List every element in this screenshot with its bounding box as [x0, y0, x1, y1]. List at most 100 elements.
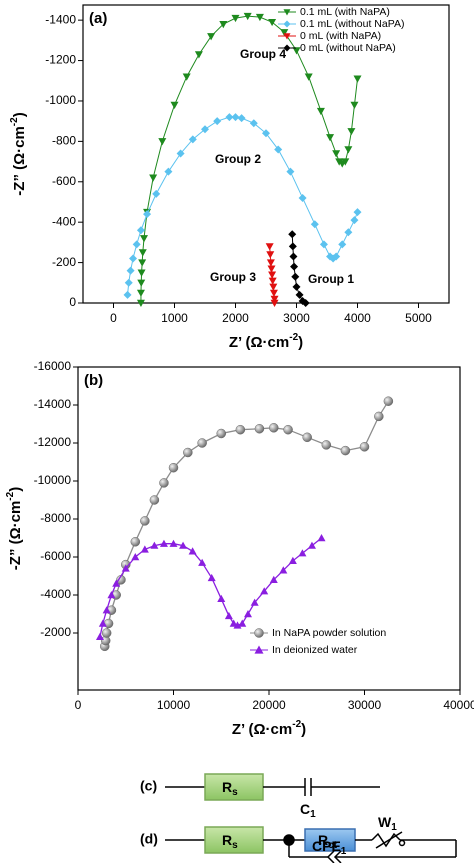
marker — [254, 628, 264, 638]
y-tick-label: -1400 — [45, 12, 76, 26]
marker — [344, 146, 353, 154]
x-tick-label: 2000 — [222, 311, 249, 325]
marker — [283, 20, 291, 28]
element-label: Rct — [318, 832, 338, 851]
y-tick-label: -1200 — [45, 53, 76, 67]
marker — [283, 9, 291, 16]
x-tick-label: 30000 — [348, 698, 382, 712]
plot-frame — [77, 366, 461, 691]
marker — [269, 423, 279, 433]
marker — [350, 101, 359, 110]
marker — [149, 174, 158, 182]
axis-label: -Z” (Ω·cm-2) — [9, 112, 28, 195]
label-close: ) — [301, 721, 306, 738]
marker — [143, 210, 152, 219]
marker — [138, 259, 147, 267]
legend-label: In deionized water — [272, 644, 358, 656]
marker — [249, 119, 258, 128]
y-tick-label: -800 — [52, 134, 76, 148]
marker — [136, 226, 145, 235]
marker — [95, 632, 104, 640]
marker — [98, 619, 107, 627]
marker — [268, 271, 277, 279]
marker — [136, 299, 145, 307]
x-tick-label: 4000 — [344, 311, 371, 325]
marker — [207, 573, 216, 582]
y-tick-label: -2000 — [40, 625, 71, 639]
marker — [353, 208, 362, 217]
marker — [316, 107, 325, 116]
label-close: ) — [11, 112, 28, 117]
marker — [374, 411, 384, 422]
marker — [194, 51, 203, 59]
label-sup: -2 — [292, 719, 301, 730]
marker — [179, 541, 188, 549]
marker — [268, 277, 277, 285]
legend-label: 0 mL (with NaPA) — [300, 30, 381, 42]
marker — [344, 228, 353, 237]
marker — [291, 272, 300, 281]
x-tick-label: 5000 — [405, 311, 432, 325]
panel-label: (a) — [89, 10, 107, 27]
annotation: Group 3 — [210, 270, 256, 284]
legend-label: 0.1 mL (without NaPA) — [300, 18, 404, 30]
marker — [231, 14, 240, 23]
marker — [188, 135, 197, 144]
marker — [254, 424, 265, 434]
label-main: R — [222, 832, 232, 848]
marker — [270, 295, 279, 303]
label-close: ) — [7, 487, 24, 492]
label-sup: -2 — [5, 491, 16, 500]
marker — [317, 534, 326, 542]
marker — [260, 587, 269, 595]
marker — [159, 539, 168, 547]
series-line — [99, 537, 322, 637]
marker — [237, 114, 246, 123]
warburg-slash — [375, 831, 403, 849]
y-tick-label: -14000 — [34, 397, 72, 411]
marker — [340, 445, 351, 456]
marker — [233, 621, 242, 629]
marker — [279, 566, 288, 574]
axis-label: Z’ (Ω·cm-2) — [232, 719, 306, 738]
marker — [243, 610, 252, 618]
marker — [225, 113, 234, 122]
x-tick-label: 1000 — [161, 311, 188, 325]
label-sub: 1 — [341, 846, 347, 857]
element-label: CPE1 — [312, 838, 347, 857]
marker — [152, 189, 161, 198]
label-text: -Z” (Ω·cm — [7, 501, 24, 571]
marker — [267, 265, 276, 273]
marker — [353, 75, 362, 83]
label-text: Z’ (Ω·cm — [232, 721, 292, 738]
marker — [280, 29, 289, 37]
marker — [183, 447, 193, 458]
marker — [266, 251, 275, 259]
marker — [213, 117, 222, 126]
marker — [121, 564, 130, 572]
marker — [321, 440, 332, 450]
marker — [224, 611, 233, 620]
marker — [283, 33, 291, 40]
marker — [341, 158, 350, 166]
marker — [123, 290, 132, 299]
label-sub: s — [232, 840, 238, 851]
marker — [283, 424, 293, 435]
marker — [207, 33, 216, 41]
element-label: C1 — [300, 801, 316, 820]
label-sub: ct — [328, 840, 338, 851]
marker — [217, 594, 226, 602]
y-tick-label: -200 — [52, 255, 76, 269]
label-text: Z’ (Ω·cm — [229, 334, 289, 351]
label-main: R — [318, 832, 328, 848]
y-tick-label: -600 — [52, 174, 76, 188]
marker — [238, 619, 247, 627]
label-main: W — [378, 814, 392, 830]
marker — [268, 18, 277, 27]
label-main: C — [300, 801, 310, 817]
marker — [182, 73, 191, 81]
marker — [107, 591, 116, 599]
x-tick-label: 0 — [75, 698, 82, 712]
marker — [295, 290, 304, 299]
